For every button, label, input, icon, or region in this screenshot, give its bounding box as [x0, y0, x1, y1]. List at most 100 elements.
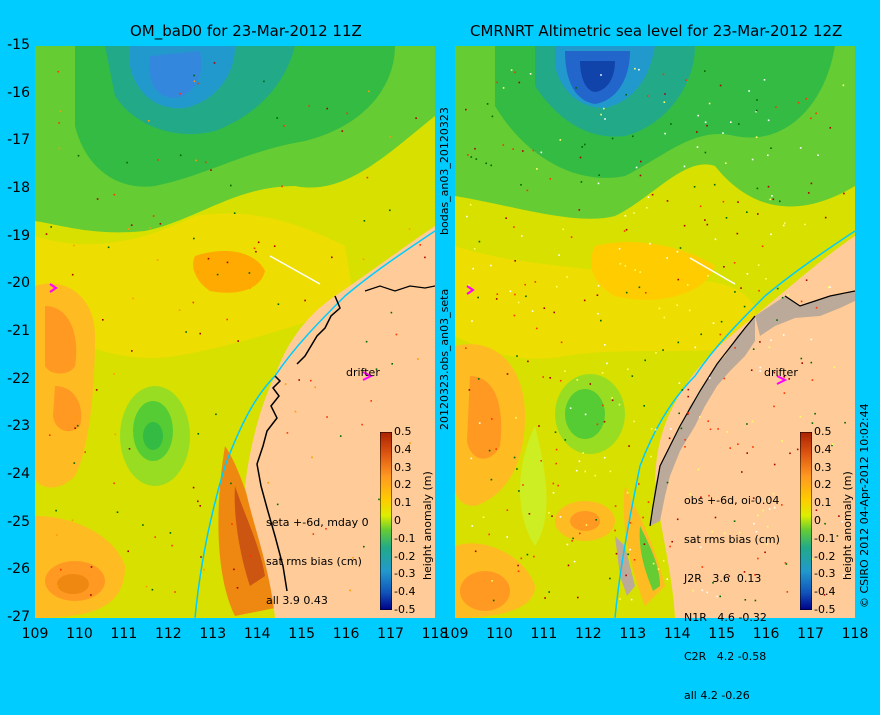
- obs-marker: [644, 359, 646, 362]
- obs-marker: [687, 412, 690, 414]
- obs-marker: [768, 346, 771, 348]
- obs-marker: [645, 292, 647, 294]
- obs-marker: [482, 516, 485, 518]
- obs-marker: [169, 532, 172, 534]
- obs-marker: [215, 413, 217, 416]
- obs-marker: [604, 344, 606, 346]
- obs-marker: [759, 366, 762, 369]
- obs-marker: [502, 144, 505, 146]
- obs-marker: [810, 338, 813, 341]
- right-stats-line: N1R 4.6 -0.32: [684, 611, 767, 624]
- obs-marker: [255, 250, 257, 253]
- obs-marker: [782, 224, 785, 227]
- obs-marker: [784, 222, 786, 224]
- obs-marker: [687, 388, 690, 391]
- obs-marker: [249, 287, 251, 289]
- obs-marker: [210, 169, 212, 171]
- left-stats-line: sat rms bias (cm): [266, 555, 362, 568]
- obs-marker: [627, 553, 629, 556]
- obs-marker: [152, 215, 155, 217]
- x-tick-label: 112: [154, 626, 182, 642]
- obs-marker: [522, 150, 524, 152]
- obs-marker: [179, 92, 181, 95]
- obs-marker: [231, 523, 233, 525]
- colorbar-tick-label: 0.3: [814, 460, 832, 474]
- obs-marker: [757, 557, 759, 560]
- obs-marker: [688, 309, 691, 312]
- obs-marker: [677, 278, 680, 281]
- obs-marker: [723, 532, 726, 535]
- obs-marker: [57, 70, 60, 73]
- x-tick-label: 114: [243, 626, 271, 642]
- obs-marker: [800, 300, 803, 303]
- obs-marker: [595, 519, 597, 521]
- obs-marker: [363, 545, 365, 548]
- obs-marker: [468, 284, 470, 286]
- right-colorbar-label: height anomaly (m): [841, 471, 854, 580]
- right-drifter-label: drifter: [764, 366, 798, 379]
- obs-marker: [559, 516, 562, 518]
- x-tick-label: 111: [530, 626, 558, 642]
- obs-marker: [748, 90, 750, 92]
- obs-marker: [776, 287, 779, 290]
- obs-marker: [804, 223, 806, 226]
- obs-marker: [233, 568, 235, 571]
- obs-marker: [666, 578, 669, 580]
- colorbar-tick-label: -0.3: [394, 567, 416, 581]
- obs-marker: [575, 469, 578, 472]
- obs-marker: [598, 174, 600, 176]
- obs-marker: [788, 378, 790, 380]
- obs-marker: [684, 446, 686, 448]
- obs-marker: [634, 67, 636, 70]
- obs-marker: [704, 121, 707, 124]
- obs-marker: [611, 397, 613, 399]
- obs-marker: [709, 428, 712, 431]
- obs-marker: [148, 120, 150, 122]
- obs-marker: [521, 235, 523, 237]
- obs-marker: [544, 597, 546, 599]
- obs-marker: [722, 132, 724, 134]
- obs-marker: [701, 566, 704, 568]
- obs-marker: [378, 498, 380, 501]
- side-label-bottom: 20120323.obs_an03_seta: [438, 288, 451, 430]
- obs-marker: [391, 363, 393, 365]
- obs-marker: [658, 307, 661, 310]
- obs-marker: [770, 147, 772, 149]
- obs-marker: [772, 198, 775, 201]
- obs-marker: [733, 262, 736, 264]
- obs-marker: [298, 379, 300, 381]
- obs-marker: [606, 362, 608, 365]
- colorbar-tick-label: 0: [814, 514, 821, 527]
- obs-marker: [783, 392, 786, 394]
- obs-marker: [666, 200, 669, 202]
- obs-marker: [692, 589, 694, 592]
- obs-marker: [531, 310, 534, 312]
- obs-marker: [743, 571, 746, 573]
- obs-marker: [131, 350, 133, 352]
- obs-marker: [770, 339, 772, 341]
- colorbar-tick-label: 0.4: [394, 442, 412, 456]
- obs-marker: [786, 591, 789, 593]
- obs-marker: [740, 287, 742, 289]
- obs-marker: [713, 183, 716, 186]
- right-stats-line: sat rms bias (cm): [684, 533, 780, 546]
- obs-marker: [555, 462, 557, 465]
- obs-marker: [635, 166, 638, 169]
- obs-marker: [195, 159, 197, 162]
- obs-marker: [706, 124, 708, 127]
- obs-marker: [670, 123, 672, 125]
- obs-marker: [475, 158, 478, 160]
- obs-marker: [776, 319, 778, 321]
- obs-marker: [711, 530, 713, 533]
- obs-marker: [699, 416, 701, 418]
- obs-marker: [390, 311, 393, 314]
- obs-marker: [474, 147, 476, 150]
- obs-marker: [662, 559, 665, 562]
- obs-marker: [597, 312, 599, 315]
- obs-marker: [805, 279, 808, 281]
- colorbar-tick-label: -0.4: [814, 585, 836, 599]
- obs-marker: [389, 136, 391, 138]
- obs-marker: [49, 434, 51, 436]
- colorbar-tick-label: -0.3: [814, 567, 836, 581]
- obs-marker: [815, 306, 818, 309]
